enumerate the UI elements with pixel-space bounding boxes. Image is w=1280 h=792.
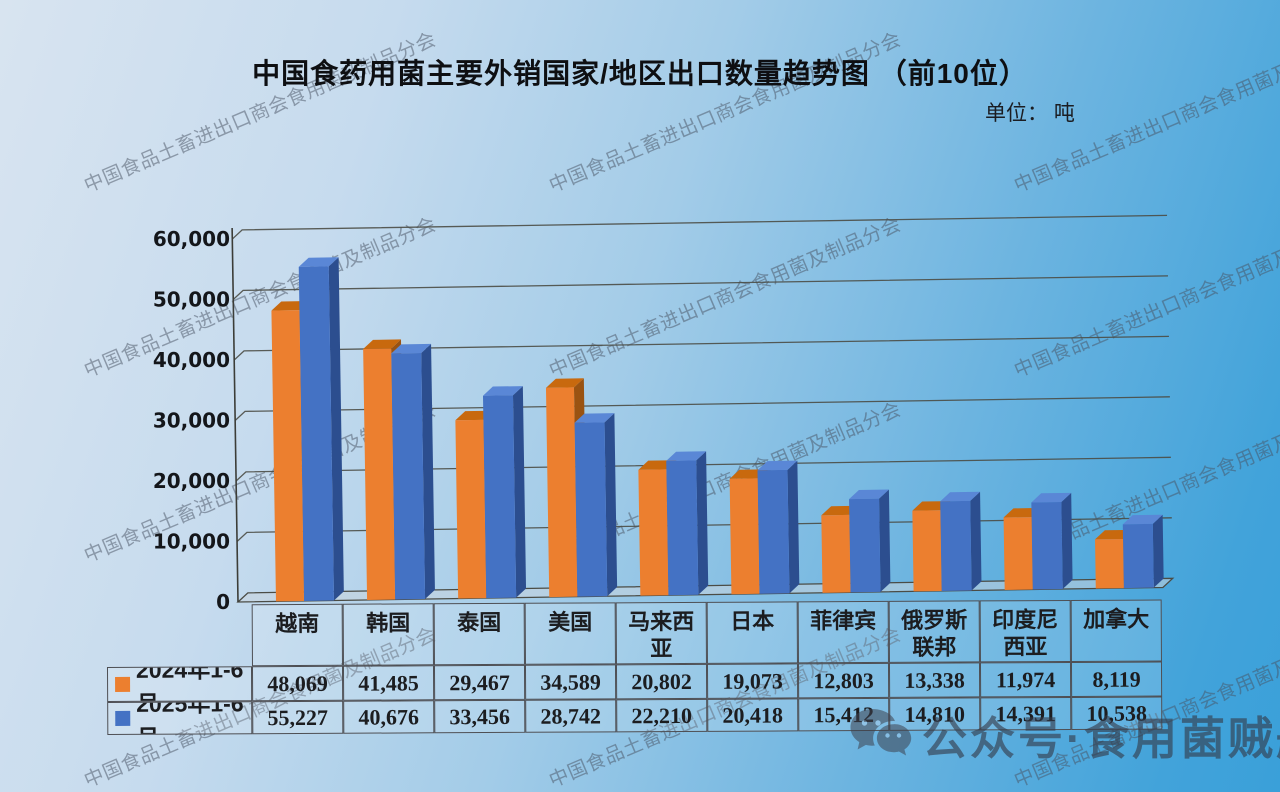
- table-header-cell: 俄罗斯联邦: [888, 600, 980, 663]
- table-value-cell: 14,391: [980, 696, 1072, 731]
- bar-2024: [1095, 538, 1124, 589]
- table-value-cell: 28,742: [525, 699, 617, 733]
- legend-cell: 2025年1-6月: [107, 701, 253, 735]
- bar-2024: [729, 478, 760, 595]
- table-value-cell: 19,073: [706, 663, 799, 699]
- legend-cell: 2024年1-6月: [106, 666, 253, 702]
- bar-2024: [821, 514, 851, 593]
- bar-2024: [455, 419, 487, 599]
- table-value-cell: 20,418: [707, 698, 799, 732]
- y-axis-tick-label: 60,000: [153, 227, 230, 251]
- y-axis-tick-label: 20,000: [153, 469, 230, 493]
- table-value-cell: 20,802: [615, 663, 708, 700]
- bar-2024: [545, 387, 578, 598]
- table-value-cell: 33,456: [434, 699, 526, 734]
- unit-label: 单位： 吨: [985, 102, 1075, 125]
- bar-2025: [1031, 501, 1063, 590]
- bar-2024: [363, 348, 396, 600]
- table-value-cell: 48,069: [251, 665, 344, 702]
- y-axis-tick-label: 10,000: [153, 530, 230, 554]
- table-value-cell: 55,227: [252, 700, 344, 735]
- table-value-cell: 10,538: [1071, 696, 1163, 730]
- table-value-cell: 29,467: [433, 664, 526, 701]
- data-table: 越南 韩国 泰国 美国 马来西亚 日本 菲律宾 俄罗斯联邦 印度尼西亚 加拿大 2024年1-6月 4…: [106, 599, 1163, 735]
- table-corner-blank: [107, 604, 252, 667]
- y-axis-tick-label: 0: [216, 590, 230, 614]
- bar-2025: [1122, 523, 1154, 589]
- table-value-cell: 8,119: [1070, 661, 1163, 697]
- table-value-cell: 22,210: [616, 698, 708, 733]
- legend-label: 2024年1-6月: [135, 666, 244, 702]
- bar-2025: [574, 422, 608, 597]
- table-value-cell: 12,803: [797, 662, 890, 699]
- bar-2025: [940, 500, 972, 591]
- legend-swatch-icon: [115, 710, 131, 726]
- table-header-cell: 越南: [251, 603, 343, 667]
- y-axis-tick-label: 30,000: [153, 409, 230, 433]
- legend-label: 2025年1-6月: [136, 701, 244, 735]
- bar-2024: [912, 510, 942, 592]
- table-value-cell: 11,974: [979, 661, 1072, 698]
- table-value-cell: 34,589: [524, 664, 617, 700]
- table-header-cell: 印度尼西亚: [979, 599, 1071, 663]
- table-header-cell: 韩国: [342, 603, 434, 666]
- bar-2024: [271, 310, 304, 602]
- table-value-cell: 41,485: [342, 665, 435, 701]
- table-header-cell: 加拿大: [1070, 599, 1162, 662]
- bar-2025: [298, 266, 334, 601]
- table-value-cell: 13,338: [888, 662, 981, 698]
- table-header-cell: 日本: [706, 601, 798, 664]
- y-axis-tick-label: 50,000: [153, 288, 230, 312]
- table-value-cell: 14,810: [889, 697, 981, 731]
- bar-2025: [391, 353, 426, 600]
- bar-2025: [757, 469, 790, 594]
- table-value-cell: 15,412: [798, 697, 890, 732]
- bar-2024: [638, 469, 669, 596]
- bar-2025: [666, 460, 699, 596]
- bar-2025: [849, 498, 881, 593]
- y-axis-tick-label: 40,000: [153, 348, 230, 372]
- chart-title: 中国食药用菌主要外销国家/地区出口数量趋势图 （前10位）: [252, 58, 1028, 89]
- table-header-cell: 菲律宾: [797, 600, 889, 664]
- table-header-cell: 马来西亚: [615, 601, 707, 665]
- table-header-cell: 泰国: [433, 602, 525, 666]
- bar-2024: [1003, 517, 1033, 590]
- table-header-cell: 美国: [524, 602, 616, 665]
- table-value-cell: 40,676: [343, 700, 435, 734]
- legend-swatch-icon: [115, 676, 131, 692]
- bar-2025: [482, 395, 517, 599]
